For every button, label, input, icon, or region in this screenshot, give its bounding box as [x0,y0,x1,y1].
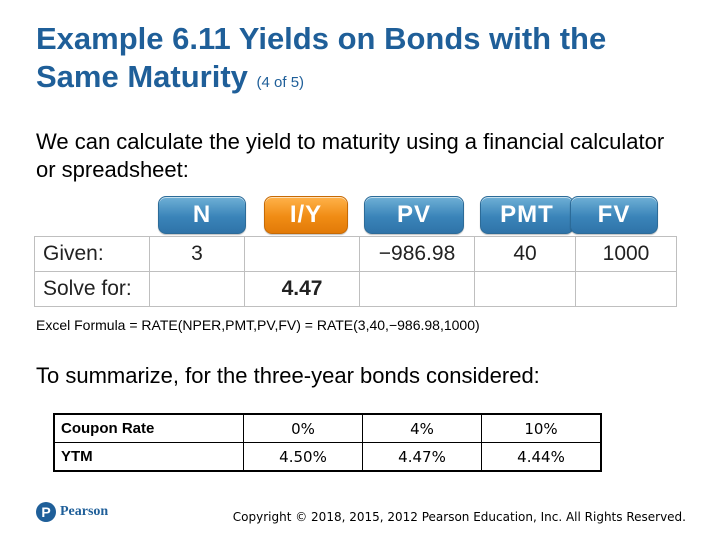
table-row: Coupon Rate 0% 4% 10% [53,413,602,443]
key-n: N [158,196,246,234]
cell-pmt: 40 [474,236,576,272]
pearson-logo: P Pearson [36,502,108,522]
row-label: YTM [53,442,244,472]
key-pmt: PMT [480,196,574,234]
table-cell: 4.50% [243,442,363,472]
cell-pv [359,271,475,307]
excel-formula: Excel Formula = RATE(NPER,PMT,PV,FV) = R… [36,317,480,333]
intro-text: We can calculate the yield to maturity u… [36,129,665,182]
cell-iy-result: 4.47 [244,271,360,307]
table-cell: 10% [481,413,602,443]
cell-pv: −986.98 [359,236,475,272]
cell-n: 3 [149,236,245,272]
table-cell: 4.47% [362,442,482,472]
key-iy: I/Y [264,196,348,234]
pearson-logo-text: Pearson [60,504,109,519]
slide-title-main: Example 6.11 Yields on Bonds with the Sa… [36,21,607,94]
cell-n [149,271,245,307]
table-row: YTM 4.50% 4.47% 4.44% [53,442,602,472]
slide-title: Example 6.11 Yields on Bonds with the Sa… [36,20,686,102]
table-row: Given: 3 −986.98 40 1000 [34,236,677,272]
slide-title-sub: (4 of 5) [256,74,305,91]
summary-table: Coupon Rate 0% 4% 10% YTM 4.50% 4.47% 4.… [53,413,602,472]
table-row: Solve for: 4.47 [34,271,677,307]
table-cell: 4.44% [481,442,602,472]
row-label: Coupon Rate [53,413,244,443]
row-label: Given: [34,236,150,272]
cell-iy [244,236,360,272]
copyright-text: Copyright © 2018, 2015, 2012 Pearson Edu… [232,510,686,524]
cell-fv: 1000 [575,236,677,272]
pearson-logo-icon: P [36,502,56,522]
summary-intro: To summarize, for the three-year bonds c… [36,363,540,388]
table-cell: 0% [243,413,363,443]
row-label: Solve for: [34,271,150,307]
cell-pmt [474,271,576,307]
calculator-table: Given: 3 −986.98 40 1000 Solve for: 4.47 [34,236,677,307]
key-pv: PV [364,196,464,234]
table-cell: 4% [362,413,482,443]
key-fv: FV [570,196,658,234]
cell-fv [575,271,677,307]
